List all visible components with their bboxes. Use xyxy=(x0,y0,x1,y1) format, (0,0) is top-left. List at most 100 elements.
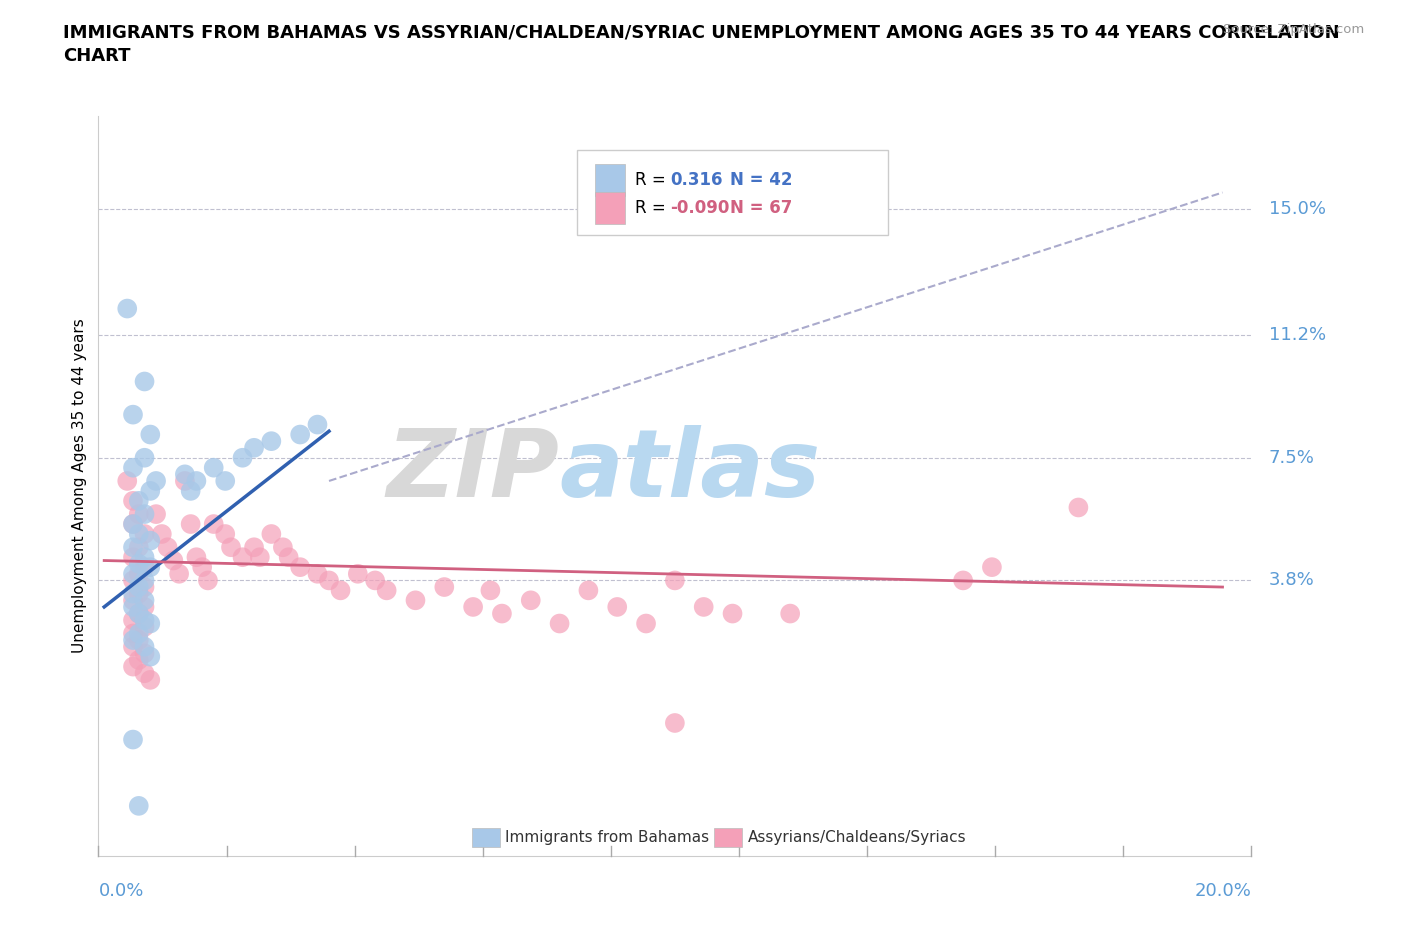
Point xyxy=(271,539,294,554)
Point xyxy=(243,441,266,456)
Point xyxy=(134,579,156,594)
Text: 20.0%: 20.0% xyxy=(1195,883,1251,900)
Point xyxy=(134,619,156,634)
Point xyxy=(693,600,716,615)
Point xyxy=(318,573,340,588)
Point xyxy=(139,616,162,631)
Point xyxy=(122,573,145,588)
Point xyxy=(636,616,658,631)
Point xyxy=(249,550,271,565)
Point xyxy=(117,473,139,488)
FancyBboxPatch shape xyxy=(595,192,626,224)
Point xyxy=(134,639,156,654)
Point xyxy=(491,606,513,621)
Point xyxy=(162,553,184,568)
Point xyxy=(139,427,162,442)
Point xyxy=(981,560,1004,575)
Point xyxy=(290,560,312,575)
Point xyxy=(150,526,173,541)
Point xyxy=(180,516,202,531)
Point xyxy=(231,450,254,465)
Point xyxy=(202,516,225,531)
Point xyxy=(548,616,571,631)
Point xyxy=(214,473,236,488)
Point xyxy=(128,606,150,621)
Point xyxy=(145,507,167,522)
Text: 7.5%: 7.5% xyxy=(1268,449,1315,467)
FancyBboxPatch shape xyxy=(576,150,889,234)
Point xyxy=(145,473,167,488)
Point xyxy=(952,573,974,588)
Point xyxy=(134,666,156,681)
Point xyxy=(122,550,145,565)
Point xyxy=(122,626,145,641)
Point xyxy=(578,583,600,598)
Text: ZIP: ZIP xyxy=(387,425,560,517)
Text: Source: ZipAtlas.com: Source: ZipAtlas.com xyxy=(1223,23,1364,36)
Point xyxy=(117,301,139,316)
Point xyxy=(122,516,145,531)
Point xyxy=(191,560,214,575)
Point xyxy=(122,407,145,422)
Point xyxy=(664,715,686,730)
Point xyxy=(122,659,145,674)
Point xyxy=(186,550,208,565)
Point xyxy=(128,566,150,581)
Point xyxy=(307,418,329,432)
Text: N = 42: N = 42 xyxy=(730,171,793,189)
Text: Immigrants from Bahamas: Immigrants from Bahamas xyxy=(505,830,710,845)
Point xyxy=(134,526,156,541)
Point xyxy=(122,639,145,654)
Point xyxy=(174,473,197,488)
Text: 0.316: 0.316 xyxy=(671,171,723,189)
Point xyxy=(128,494,150,509)
Text: 11.2%: 11.2% xyxy=(1268,326,1326,344)
Point xyxy=(134,600,156,615)
Point xyxy=(128,579,150,594)
Y-axis label: Unemployment Among Ages 35 to 44 years: Unemployment Among Ages 35 to 44 years xyxy=(72,319,87,653)
Point xyxy=(128,606,150,621)
Point xyxy=(174,467,197,482)
Point xyxy=(134,450,156,465)
Point xyxy=(186,473,208,488)
Point xyxy=(180,484,202,498)
Text: R =: R = xyxy=(634,199,665,217)
Text: R =: R = xyxy=(634,171,665,189)
Point xyxy=(128,539,150,554)
Text: N = 67: N = 67 xyxy=(730,199,793,217)
Point xyxy=(122,539,145,554)
Text: 3.8%: 3.8% xyxy=(1268,571,1315,590)
Point xyxy=(520,592,543,607)
Point xyxy=(134,550,156,565)
Point xyxy=(405,592,427,607)
Point xyxy=(128,526,150,541)
Point xyxy=(364,573,387,588)
Point xyxy=(134,592,156,607)
Point xyxy=(122,494,145,509)
Point xyxy=(260,433,283,448)
Point xyxy=(122,600,145,615)
Point xyxy=(122,516,145,531)
Point xyxy=(128,653,150,668)
Point xyxy=(122,632,145,647)
Point xyxy=(329,583,352,598)
Point xyxy=(606,600,628,615)
Point xyxy=(1067,500,1090,515)
Point xyxy=(134,613,156,628)
Point xyxy=(139,649,162,664)
Point xyxy=(134,646,156,661)
Point xyxy=(219,539,242,554)
Point xyxy=(139,484,162,498)
Text: Assyrians/Chaldeans/Syriacs: Assyrians/Chaldeans/Syriacs xyxy=(748,830,966,845)
Point xyxy=(139,560,162,575)
Point xyxy=(128,632,150,647)
Point xyxy=(122,592,145,607)
Point xyxy=(290,427,312,442)
Point xyxy=(139,533,162,548)
Point xyxy=(156,539,179,554)
Point xyxy=(277,550,299,565)
Point xyxy=(122,460,145,475)
Point xyxy=(122,566,145,581)
Text: -0.090: -0.090 xyxy=(671,199,730,217)
Point xyxy=(128,556,150,571)
